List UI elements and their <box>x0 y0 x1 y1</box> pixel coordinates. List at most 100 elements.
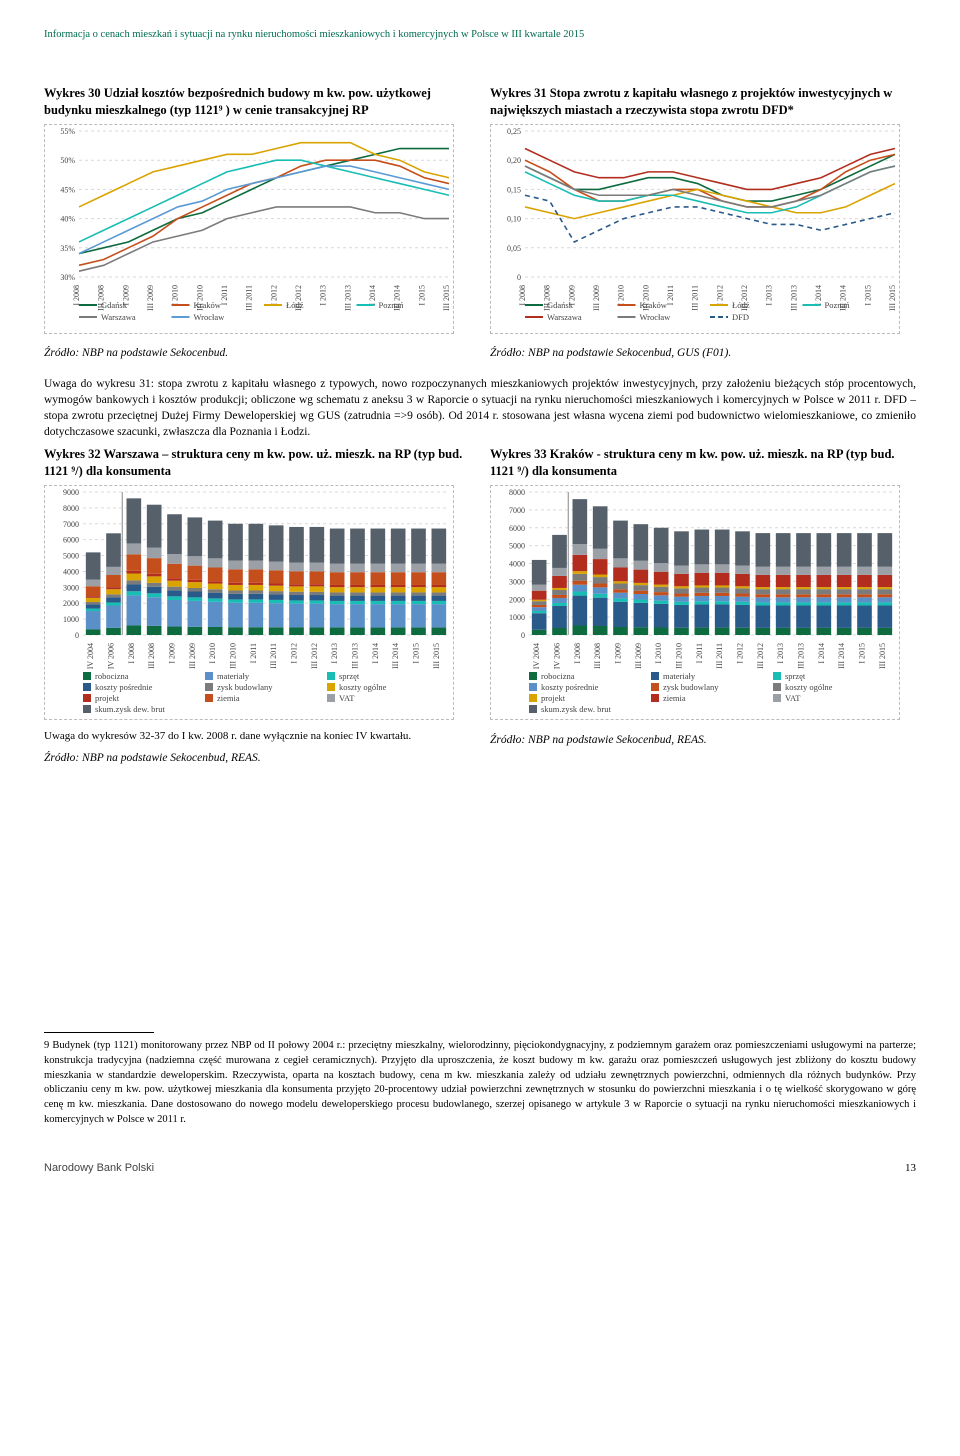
svg-text:I 2008: I 2008 <box>573 643 582 664</box>
svg-text:I 2011: I 2011 <box>249 643 258 663</box>
chart31-title: Wykres 31 Stopa zwrotu z kapitału własne… <box>490 85 916 120</box>
svg-text:III 2014: III 2014 <box>837 643 846 669</box>
svg-text:III 2011: III 2011 <box>715 643 724 669</box>
svg-text:I 2014: I 2014 <box>814 285 823 306</box>
svg-text:DFD: DFD <box>732 312 749 322</box>
svg-text:sprzęt: sprzęt <box>339 671 360 681</box>
svg-text:IV 2006: IV 2006 <box>107 643 116 669</box>
svg-text:I 2015: I 2015 <box>863 285 872 306</box>
svg-text:skum.zysk dew. brut: skum.zysk dew. brut <box>95 704 165 714</box>
svg-text:4000: 4000 <box>63 567 79 576</box>
svg-text:III 2009: III 2009 <box>592 285 601 311</box>
svg-text:III 2010: III 2010 <box>229 643 238 669</box>
svg-text:I 2010: I 2010 <box>171 285 180 306</box>
svg-text:I 2011: I 2011 <box>695 643 704 663</box>
svg-text:5000: 5000 <box>63 552 79 561</box>
svg-text:Wrocław: Wrocław <box>640 312 672 322</box>
svg-text:III 2011: III 2011 <box>269 643 278 669</box>
svg-text:2000: 2000 <box>63 599 79 608</box>
svg-text:50%: 50% <box>60 156 75 165</box>
svg-text:I 2015: I 2015 <box>417 285 426 306</box>
svg-text:IV 2004: IV 2004 <box>86 643 95 669</box>
footnote-separator <box>44 1032 154 1033</box>
svg-text:projekt: projekt <box>541 693 566 703</box>
chart30: 30%35%40%45%50%55%I 2008III 2008I 2009II… <box>44 124 454 334</box>
svg-text:materiały: materiały <box>217 671 250 681</box>
svg-text:materiały: materiały <box>663 671 696 681</box>
svg-text:III 2013: III 2013 <box>351 643 360 669</box>
svg-text:7000: 7000 <box>509 506 525 515</box>
svg-text:zysk budowlany: zysk budowlany <box>663 682 719 692</box>
footer-page-number: 13 <box>905 1161 916 1176</box>
svg-text:I 2011: I 2011 <box>666 285 675 305</box>
footnote-9: 9 Budynek (typ 1121) monitorowany przez … <box>44 1039 916 1127</box>
svg-text:I 2015: I 2015 <box>412 643 421 664</box>
svg-text:0,25: 0,25 <box>507 127 521 136</box>
svg-text:I 2012: I 2012 <box>715 285 724 306</box>
svg-text:Wrocław: Wrocław <box>194 312 226 322</box>
svg-text:III 2008: III 2008 <box>147 643 156 669</box>
svg-text:9000: 9000 <box>63 488 79 497</box>
svg-text:2000: 2000 <box>509 595 525 604</box>
svg-text:I 2010: I 2010 <box>617 285 626 306</box>
chart32: 0 1000 2000 3000 4000 5000 6000 7000 8000 9000 IV … <box>44 485 454 720</box>
svg-text:III 2012: III 2012 <box>756 643 765 669</box>
svg-text:0: 0 <box>75 631 79 640</box>
svg-text:Kraków: Kraków <box>194 300 222 310</box>
page-header: Informacja o cenach mieszkań i sytuacji … <box>44 28 916 43</box>
svg-text:projekt: projekt <box>95 693 120 703</box>
svg-text:I 2014: I 2014 <box>817 643 826 664</box>
svg-text:0: 0 <box>517 273 521 282</box>
svg-text:Gdańsk: Gdańsk <box>547 300 574 310</box>
svg-text:35%: 35% <box>60 243 75 252</box>
svg-text:55%: 55% <box>60 127 75 136</box>
svg-text:sprzęt: sprzęt <box>785 671 806 681</box>
svg-text:I 2009: I 2009 <box>168 643 177 664</box>
svg-text:Poznań: Poznań <box>379 300 405 310</box>
page-footer: Narodowy Bank Polski 13 <box>44 1161 916 1176</box>
svg-text:3000: 3000 <box>63 583 79 592</box>
svg-text:8000: 8000 <box>509 488 525 497</box>
svg-text:7000: 7000 <box>63 520 79 529</box>
svg-text:I 2013: I 2013 <box>330 643 339 664</box>
svg-text:Gdańsk: Gdańsk <box>101 300 128 310</box>
svg-text:III 2011: III 2011 <box>245 285 254 311</box>
svg-text:Warszawa: Warszawa <box>547 312 582 322</box>
chart32-title: Wykres 32 Warszawa – struktura ceny m kw… <box>44 446 470 481</box>
svg-text:I 2015: I 2015 <box>858 643 867 664</box>
svg-text:I 2014: I 2014 <box>371 643 380 664</box>
charts-row-32-33: Wykres 32 Warszawa – struktura ceny m kw… <box>44 446 916 772</box>
svg-text:6000: 6000 <box>63 536 79 545</box>
svg-text:koszty pośrednie: koszty pośrednie <box>541 682 599 692</box>
svg-text:III 2011: III 2011 <box>691 285 700 311</box>
chart33-source: Źródło: NBP na podstawie Sekocenbud, REA… <box>490 732 916 748</box>
chart33-title: Wykres 33 Kraków - struktura ceny m kw. … <box>490 446 916 481</box>
svg-text:0,15: 0,15 <box>507 185 521 194</box>
chart33: 010002000300040005000600070008000IV 2004… <box>490 485 900 720</box>
svg-text:I 2008: I 2008 <box>518 285 527 306</box>
svg-text:I 2008: I 2008 <box>72 285 81 306</box>
svg-text:40%: 40% <box>60 214 75 223</box>
svg-text:8000: 8000 <box>63 504 79 513</box>
svg-text:30%: 30% <box>60 273 75 282</box>
chart32-note: Uwaga do wykresów 32-37 do I kw. 2008 r.… <box>44 729 470 744</box>
svg-text:III 2009: III 2009 <box>188 643 197 669</box>
svg-text:III 2012: III 2012 <box>310 643 319 669</box>
svg-text:ziemia: ziemia <box>217 693 240 703</box>
svg-text:1000: 1000 <box>63 615 79 624</box>
svg-text:VAT: VAT <box>339 693 355 703</box>
svg-text:III 2014: III 2014 <box>391 643 400 669</box>
svg-text:III 2013: III 2013 <box>343 285 352 311</box>
svg-text:III 2008: III 2008 <box>593 643 602 669</box>
svg-text:I 2014: I 2014 <box>368 285 377 306</box>
svg-text:III 2015: III 2015 <box>878 643 887 669</box>
footer-publisher: Narodowy Bank Polski <box>44 1161 154 1176</box>
svg-text:Łódź: Łódź <box>286 300 304 310</box>
svg-text:I 2012: I 2012 <box>736 643 745 664</box>
svg-text:I 2011: I 2011 <box>220 285 229 305</box>
svg-text:I 2013: I 2013 <box>776 643 785 664</box>
svg-text:3000: 3000 <box>509 577 525 586</box>
svg-text:III 2009: III 2009 <box>634 643 643 669</box>
svg-text:Łódź: Łódź <box>732 300 750 310</box>
svg-text:I 2012: I 2012 <box>269 285 278 306</box>
